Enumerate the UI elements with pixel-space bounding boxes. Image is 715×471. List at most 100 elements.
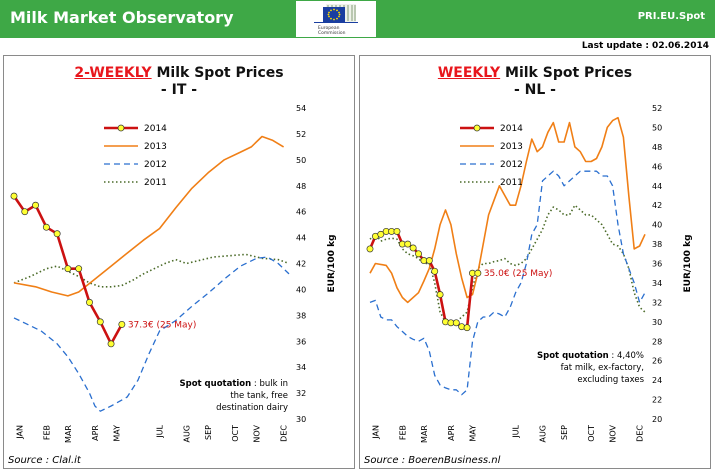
- note-line: : bulk in: [251, 379, 288, 389]
- data-point-2014: [107, 340, 115, 348]
- note-line: : 4,40%: [608, 351, 644, 361]
- x-tick-label: APR: [447, 425, 456, 441]
- y-tick-label: 42: [296, 260, 306, 269]
- x-tick-label: OCT: [587, 425, 596, 442]
- x-tick-label: AUG: [539, 425, 548, 443]
- data-point-2014: [96, 318, 104, 326]
- data-point-2014: [21, 208, 29, 216]
- legend-marker-2014: [473, 124, 481, 132]
- y-tick-label: 36: [296, 337, 306, 346]
- report-code: PRI.EU.Spot: [637, 11, 705, 22]
- series-line-2012: [13, 256, 290, 412]
- data-point-2014: [404, 240, 412, 248]
- y-tick-label: 28: [652, 337, 662, 346]
- y-tick-label: 48: [652, 143, 662, 152]
- y-axis-label: EUR/100 kg: [327, 234, 337, 292]
- legend-label-2011: 2011: [144, 178, 167, 188]
- y-tick-label: 52: [652, 104, 662, 113]
- legend-marker-2014: [117, 124, 125, 132]
- x-tick-label: FEB: [398, 425, 407, 440]
- note-line: destination dairy: [216, 403, 288, 413]
- y-tick-label: 22: [652, 396, 662, 405]
- y-tick-label: 30: [296, 415, 306, 424]
- legend-label-2011: 2011: [500, 178, 523, 188]
- x-tick-label: MAY: [112, 425, 121, 442]
- note-line: fat milk, ex-factory,: [560, 363, 644, 373]
- legend-label-2014: 2014: [500, 124, 523, 134]
- x-tick-label: JUL: [156, 424, 165, 438]
- x-tick-label: OCT: [231, 425, 240, 442]
- last-value-annotation: 37.3€ (25 May): [128, 320, 197, 330]
- chart-panel-it: 2-WEEKLY Milk Spot Prices - IT - 30 32 34 3…: [3, 55, 355, 469]
- x-tick-label: APR: [91, 425, 100, 441]
- y-tick-label: 30: [652, 318, 662, 327]
- chart-panel-nl: WEEKLY Milk Spot Prices - NL - 20 22 24 26 2…: [359, 55, 711, 469]
- x-tick-label: FEB: [42, 425, 51, 440]
- y-tick-label: 46: [652, 162, 662, 171]
- chart-title-frequency: WEEKLY: [437, 65, 501, 81]
- y-tick-label: 36: [652, 260, 662, 269]
- y-axis-label: EUR/100 kg: [683, 234, 693, 292]
- price-chart-nl: 20 22 24 26 28 30 32 34 36 38 40 42 44 46 48 50 52 EUR/10…: [366, 104, 693, 443]
- data-point-2014: [75, 265, 83, 273]
- y-tick-label: 34: [652, 279, 662, 288]
- y-tick-label: 52: [296, 130, 306, 139]
- x-tick-label: SEP: [204, 425, 213, 440]
- spot-quotation-note: Spot quotation : bulk in the tank, free …: [164, 378, 288, 414]
- legend-label-2012: 2012: [144, 160, 167, 170]
- y-tick-label: 32: [652, 298, 662, 307]
- x-tick-label: MAR: [420, 425, 429, 443]
- data-point-2014: [431, 267, 439, 275]
- x-tick-label: JAN: [371, 425, 380, 440]
- y-tick-label: 20: [652, 415, 662, 424]
- x-tick-label: JAN: [15, 425, 24, 440]
- chart-title: WEEKLY Milk Spot Prices: [360, 65, 710, 81]
- data-point-2014: [452, 319, 460, 327]
- x-tick-label: MAY: [468, 425, 477, 442]
- y-tick-label: 44: [296, 234, 306, 243]
- data-point-2014: [32, 201, 40, 209]
- data-point-2014: [425, 257, 433, 265]
- chart-subtitle: - NL -: [513, 82, 556, 98]
- note-label: Spot quotation: [537, 351, 609, 361]
- x-tick-label: AUG: [183, 425, 192, 443]
- data-point-2014: [415, 250, 422, 258]
- x-tick-label: JUL: [512, 424, 521, 438]
- legend-label-2013: 2013: [500, 142, 523, 152]
- x-tick-label: MAR: [64, 425, 73, 443]
- series-line-2013: [13, 135, 285, 297]
- y-tick-label: 38: [296, 311, 306, 320]
- x-tick-label: NOV: [609, 424, 618, 442]
- note-line: the tank, free: [230, 391, 288, 401]
- chart-title-frequency: 2-WEEKLY: [74, 65, 152, 81]
- logo-text: Commission: [318, 30, 346, 36]
- data-point-2014: [42, 223, 50, 231]
- spot-quotation-note: Spot quotation : 4,40% fat milk, ex-fact…: [520, 350, 644, 386]
- app-title: Milk Market Observatory: [10, 8, 234, 27]
- y-tick-label: 40: [296, 285, 306, 294]
- note-line: excluding taxes: [577, 375, 644, 385]
- series-line-2011: [13, 253, 290, 288]
- y-tick-label: 50: [296, 156, 306, 165]
- legend-label-2012: 2012: [500, 160, 523, 170]
- y-tick-label: 54: [296, 104, 306, 113]
- eu-commission-logo: European Commission: [296, 1, 376, 37]
- x-tick-label: SEP: [560, 425, 569, 440]
- legend-label-2013: 2013: [144, 142, 167, 152]
- source-label: Source : BoerenBusiness.nl: [364, 455, 501, 466]
- chart-subtitle: - IT -: [160, 82, 198, 98]
- data-point-2014: [463, 324, 471, 332]
- y-tick-label: 26: [652, 357, 662, 366]
- y-tick-label: 42: [652, 201, 662, 210]
- data-point-2014: [474, 269, 482, 277]
- y-tick-label: 32: [296, 389, 306, 398]
- chart-title: 2-WEEKLY Milk Spot Prices: [4, 65, 354, 81]
- data-point-2014: [366, 245, 374, 253]
- data-point-2014: [436, 291, 444, 299]
- data-point-2014: [10, 192, 18, 200]
- data-point-2014: [409, 244, 417, 252]
- note-label: Spot quotation: [179, 379, 252, 389]
- series-line-2012: [369, 170, 646, 396]
- data-point-2014: [64, 265, 72, 273]
- y-tick-label: 40: [652, 221, 662, 230]
